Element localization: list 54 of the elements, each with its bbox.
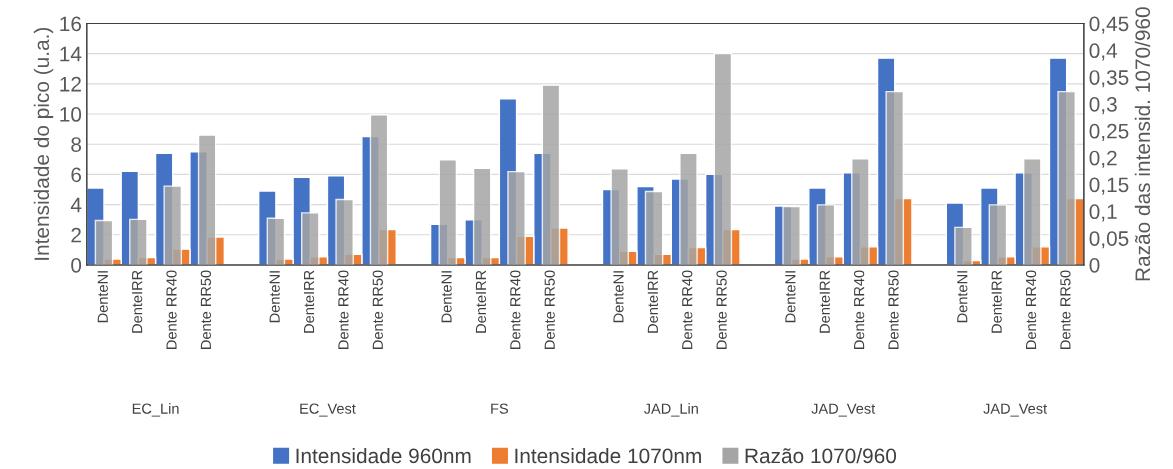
- y2-tick-label: 0,1: [1089, 204, 1117, 222]
- x-tick-label: Dente RR50: [200, 270, 212, 349]
- x-tick-label: DenteIRR: [132, 270, 143, 333]
- y-tick-label: 4: [70, 197, 82, 213]
- y2-axis-title: Razão das intensid. 1070/960: [1134, 7, 1151, 281]
- y-tick-label: 12: [60, 76, 81, 92]
- x-tick-label: Dente RR50: [716, 270, 727, 349]
- y2-tick-label: 0,45: [1089, 16, 1129, 34]
- x-tick-label: Dente RR40: [166, 270, 177, 349]
- y-tick-label: 2: [71, 227, 81, 243]
- x-tick-label: DenteIRR: [475, 270, 487, 333]
- y-tick-label: 14: [60, 46, 82, 62]
- y-tick-label: 16: [60, 16, 82, 32]
- x-tick-label: DenteIRR: [304, 270, 315, 333]
- x-tick-label: DenteIRR: [819, 270, 830, 333]
- y-axis-title: Intensidade do pico (u.a.): [33, 27, 54, 260]
- y-tick-label: 8: [71, 137, 82, 152]
- text: JAD_Vest: [811, 403, 876, 417]
- y2-tick-label: 0,25: [1089, 123, 1129, 142]
- x-tick-label: Dente RR40: [510, 270, 521, 349]
- y2-tick-label: 0,15: [1089, 177, 1129, 195]
- x-tick-label: Dente RR40: [853, 270, 865, 349]
- legend-label: Intensidade 1070nm: [515, 447, 701, 464]
- x-tick-label: DenteIRR: [647, 270, 658, 333]
- x-tick-label: Dente RR50: [888, 270, 899, 349]
- x-tick-label: Dente RR40: [682, 270, 693, 349]
- text: EC_Vest: [300, 403, 356, 417]
- x-tick-label: DenteNI: [269, 271, 280, 323]
- x-tick-label: DenteNI: [441, 271, 452, 323]
- y2-tick-label: 0,4: [1089, 43, 1118, 61]
- legend-label: Intensidade 960nm: [296, 447, 471, 464]
- y2-tick-label: 0,2: [1089, 150, 1117, 168]
- y-tick-label: 0: [71, 257, 82, 273]
- text: EC_Lin: [132, 403, 179, 417]
- y2-tick-label: 0,35: [1089, 70, 1129, 88]
- text: FS: [491, 403, 509, 414]
- x-tick-label: DenteNI: [785, 271, 796, 323]
- y2-tick-label: 0,05: [1089, 231, 1129, 249]
- y-tick-label: 10: [60, 107, 82, 122]
- text: JAD_Lin: [643, 403, 698, 417]
- x-tick-label: DenteNI: [97, 271, 108, 323]
- x-tick-label: Dente RR40: [338, 270, 349, 349]
- x-tick-label: Dente RR50: [1060, 270, 1071, 349]
- x-tick-label: DenteNI: [957, 271, 968, 323]
- x-tick-label: DenteIRR: [991, 270, 1002, 333]
- text: JAD_Vest: [983, 403, 1047, 417]
- x-tick-label: DenteNI: [613, 271, 624, 323]
- legend-label: Razão 1070/960: [745, 447, 897, 464]
- x-tick-label: Dente RR50: [544, 270, 555, 349]
- y-tick-label: 6: [71, 167, 82, 183]
- x-tick-label: Dente RR40: [1025, 270, 1037, 349]
- y2-tick-label: 0: [1089, 257, 1100, 273]
- x-tick-label: Dente RR50: [372, 270, 383, 349]
- y2-tick-label: 0,3: [1089, 96, 1117, 115]
